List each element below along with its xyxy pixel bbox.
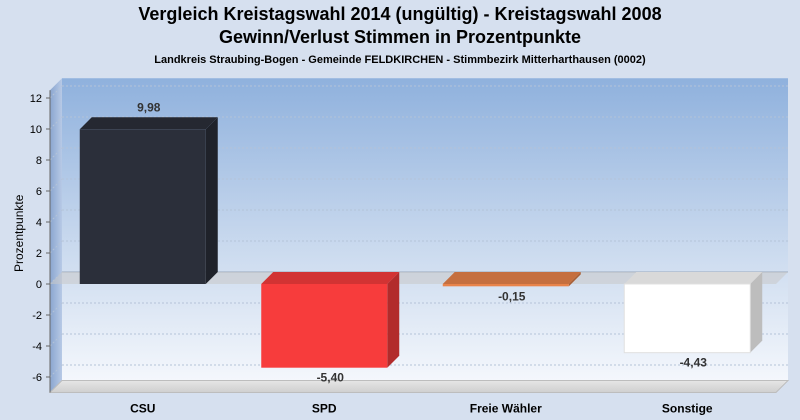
- y-tick-label: 8: [36, 155, 42, 167]
- bar: [623, 283, 751, 354]
- bar-side: [387, 272, 400, 368]
- gridline-wall: [49, 209, 63, 223]
- y-tick-label: -6: [32, 372, 42, 384]
- gridline-wall: [49, 240, 63, 254]
- gridline-wall: [49, 116, 63, 130]
- data-label: 9,98: [137, 100, 161, 114]
- y-tick-label: 10: [30, 124, 42, 136]
- y-tick-label: 0: [36, 279, 42, 291]
- gridline-wall: [49, 364, 63, 378]
- y-tick-label: 12: [30, 93, 42, 105]
- x-tick-label: Sonstige: [662, 402, 713, 416]
- bar: [442, 284, 569, 287]
- bar-top: [261, 272, 400, 284]
- plot-left-wall: [50, 78, 62, 393]
- y-tick-label: 6: [36, 186, 42, 198]
- y-tick-label: 4: [36, 217, 42, 229]
- zero-plane: [50, 272, 788, 284]
- plot-floor: [48, 380, 790, 393]
- gridline-wall: [49, 85, 63, 99]
- bar-side: [750, 272, 763, 353]
- chart-title: Vergleich Kreistagswahl 2014 (ungültig) …: [138, 4, 662, 24]
- bar-side: [205, 117, 218, 284]
- y-tick-label: 2: [36, 248, 42, 260]
- bar-top: [442, 272, 581, 284]
- chart-subtitle-location: Landkreis Straubing-Bogen - Gemeinde FEL…: [154, 54, 646, 66]
- data-label: -5,40: [317, 371, 345, 385]
- data-label: -0,15: [498, 289, 526, 303]
- bar-top: [624, 272, 763, 284]
- gridline-wall: [49, 178, 63, 192]
- y-tick-label: -2: [32, 310, 42, 322]
- gridline-wall: [49, 147, 63, 161]
- data-label: -4,43: [680, 356, 708, 370]
- bar-top: [79, 117, 218, 130]
- bar-side: [568, 272, 581, 287]
- x-tick-label: Freie Wähler: [470, 402, 542, 416]
- x-tick-label: SPD: [312, 402, 337, 416]
- gridline-wall: [49, 333, 63, 347]
- chart-subtitle: Gewinn/Verlust Stimmen in Prozentpunkte: [218, 27, 582, 47]
- y-tick-label: -4: [32, 341, 42, 353]
- gridline-wall: [49, 302, 63, 316]
- x-tick-label: CSU: [130, 402, 155, 416]
- bar: [261, 284, 388, 368]
- bar: [79, 129, 206, 284]
